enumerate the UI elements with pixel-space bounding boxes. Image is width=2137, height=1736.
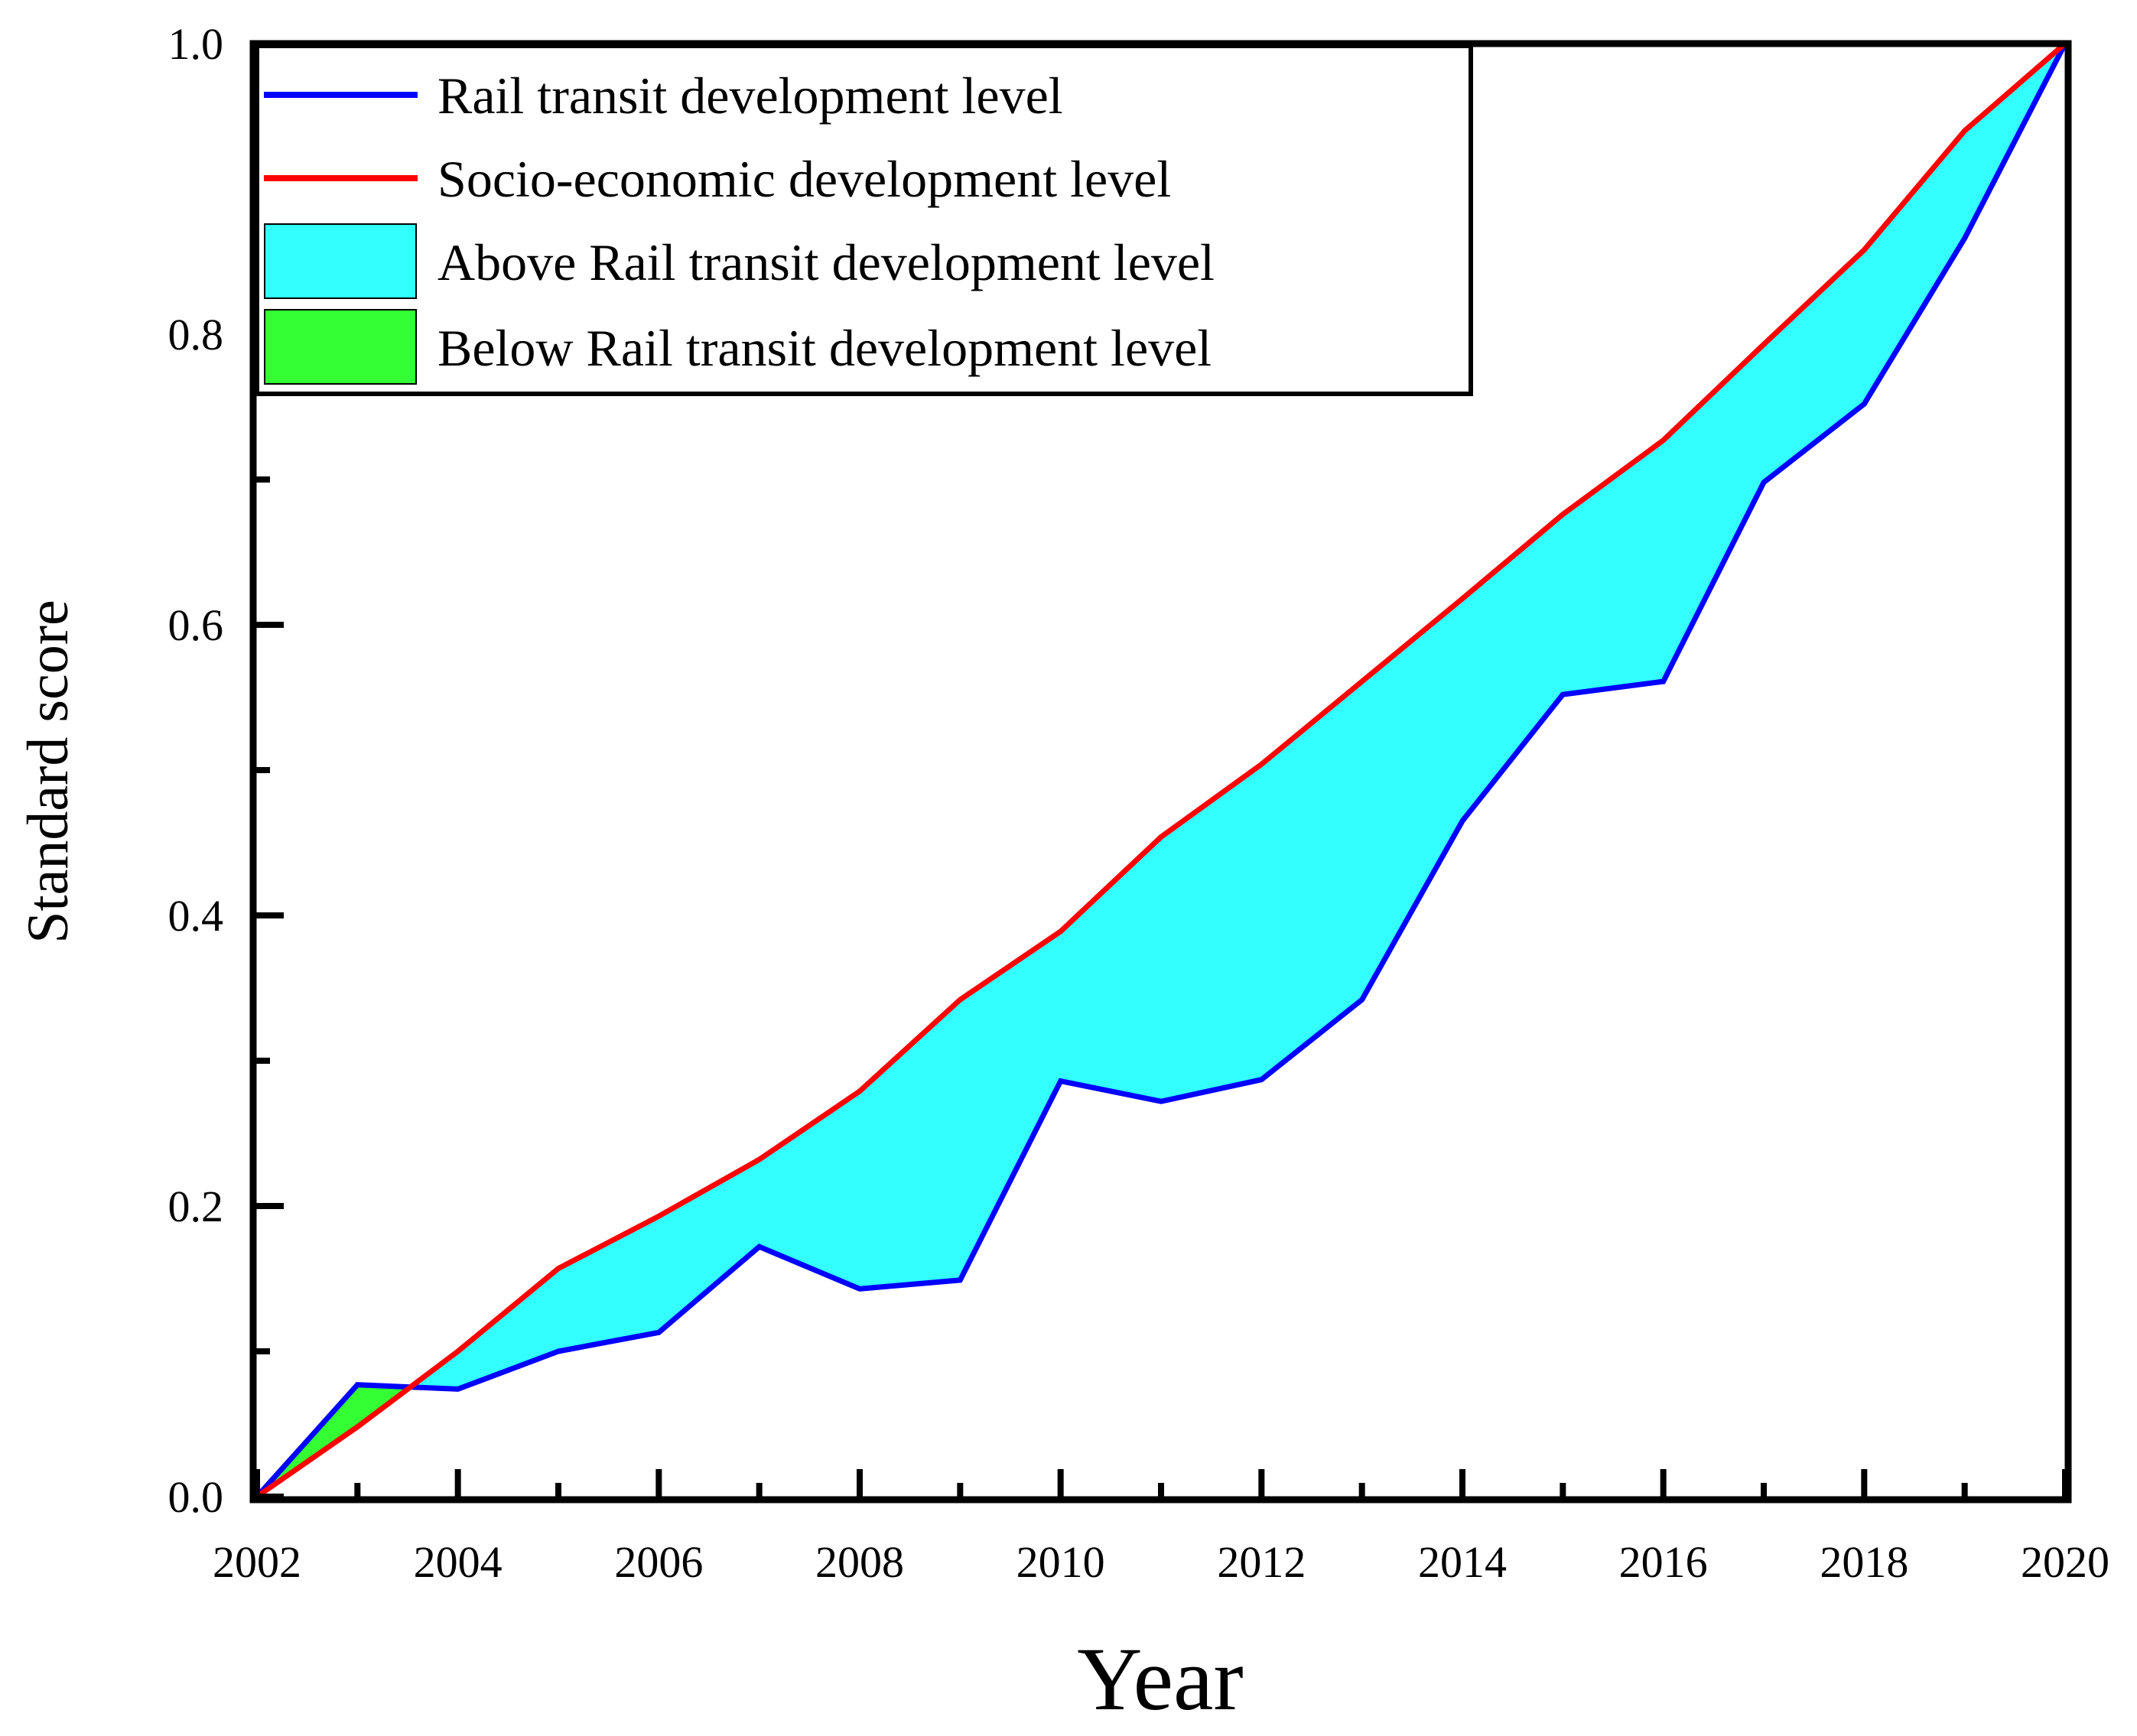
y-tick-label: 0.8 xyxy=(168,310,224,359)
x-tick-label: 2012 xyxy=(1217,1537,1306,1587)
x-tick-label: 2020 xyxy=(2021,1537,2109,1587)
legend-label-above: Above Rail transit development level xyxy=(437,233,1215,291)
y-tick-label: 0.2 xyxy=(168,1182,224,1231)
x-tick-label: 2018 xyxy=(1820,1537,1908,1587)
fill-segment xyxy=(1361,597,1463,1002)
legend: Rail transit development level Socio-eco… xyxy=(255,44,1473,396)
legend-label-below: Below Rail transit development level xyxy=(437,319,1212,377)
y-tick-label: 0.6 xyxy=(168,600,224,650)
fill-segment xyxy=(1462,513,1563,822)
legend-swatch-below xyxy=(264,309,417,385)
fill-segment xyxy=(1763,249,1865,483)
legend-label-socio: Socio-economic development level xyxy=(437,150,1171,208)
fill-segment xyxy=(759,1090,860,1290)
legend-box xyxy=(255,44,1473,396)
y-axis-title: Standard score xyxy=(16,600,80,944)
x-axis-title: Year xyxy=(1077,1629,1243,1729)
legend-swatch-above xyxy=(264,223,417,299)
y-tick-label: 1.0 xyxy=(168,19,224,69)
x-tick-label: 2016 xyxy=(1619,1537,1708,1587)
line-layer xyxy=(255,41,2068,1499)
x-tick-labels: 2002 2004 2006 2008 2010 2012 2014 2016 2018 2020 xyxy=(213,1537,2109,1587)
fill-layer xyxy=(256,43,2066,1497)
y-tick-labels: 0.0 0.2 0.4 0.6 0.8 1.0 xyxy=(168,19,224,1522)
x-tick-label: 2002 xyxy=(213,1537,301,1587)
legend-label-rail: Rail transit development level xyxy=(437,67,1063,125)
x-tick-label: 2010 xyxy=(1016,1537,1105,1587)
fill-segment xyxy=(1160,763,1262,1102)
x-tick-label: 2008 xyxy=(815,1537,904,1587)
x-tick-label: 2004 xyxy=(414,1537,503,1587)
rail-transit-line xyxy=(255,42,2068,1499)
x-tick-label: 2006 xyxy=(614,1537,703,1587)
fill-segment xyxy=(1260,681,1363,1081)
socio-economic-line xyxy=(255,41,2067,1499)
y-tick-label: 0.4 xyxy=(168,891,224,941)
fill-segment xyxy=(558,1215,659,1352)
x-tick-label: 2014 xyxy=(1418,1537,1507,1587)
fill-segment xyxy=(1060,836,1162,1102)
y-tick-label: 0.0 xyxy=(168,1472,224,1522)
